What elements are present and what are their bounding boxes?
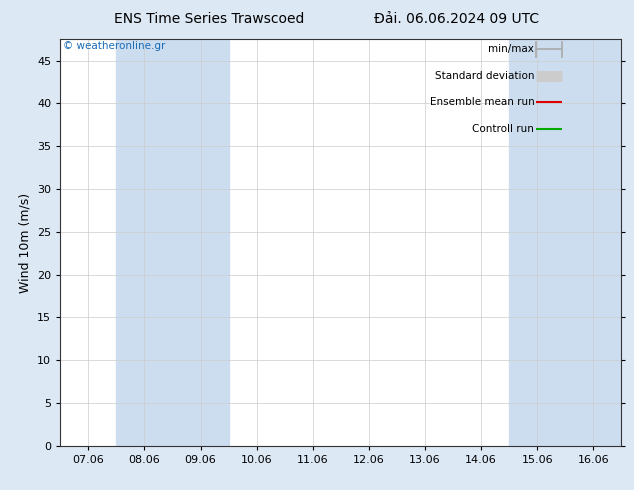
Y-axis label: Wind 10m (m/s): Wind 10m (m/s) xyxy=(18,193,32,293)
Text: © weatheronline.gr: © weatheronline.gr xyxy=(63,41,165,51)
Text: Controll run: Controll run xyxy=(472,123,534,134)
Bar xyxy=(117,39,172,446)
Bar xyxy=(509,39,566,446)
Text: Ensemble mean run: Ensemble mean run xyxy=(430,97,534,107)
Bar xyxy=(172,39,228,446)
Text: Đải. 06.06.2024 09 UTC: Đải. 06.06.2024 09 UTC xyxy=(374,12,539,26)
Bar xyxy=(566,39,621,446)
Text: Standard deviation: Standard deviation xyxy=(435,71,534,81)
Text: ENS Time Series Trawscoed: ENS Time Series Trawscoed xyxy=(114,12,304,26)
Text: min/max: min/max xyxy=(488,45,534,54)
